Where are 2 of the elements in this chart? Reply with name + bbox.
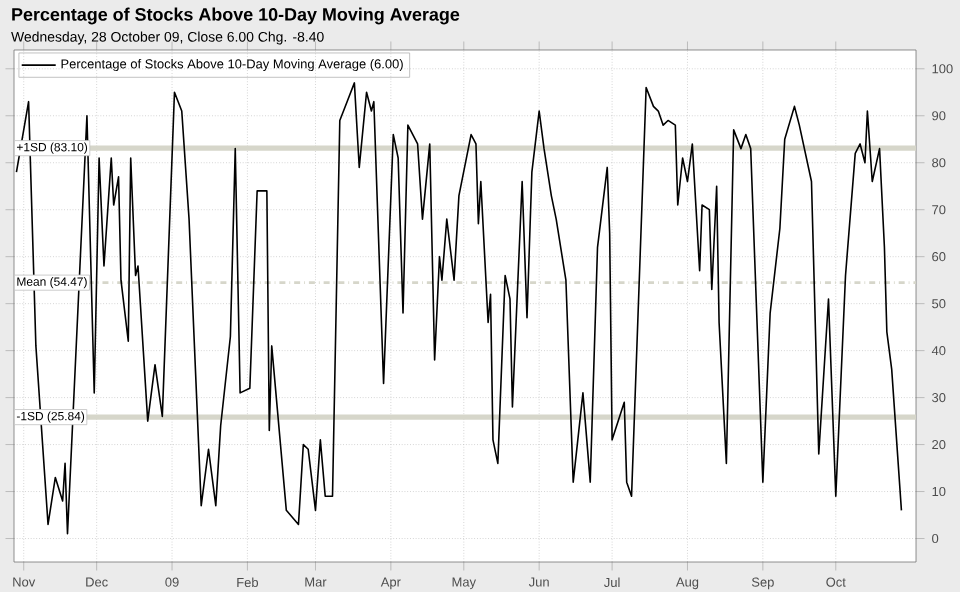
chart-title: Percentage of Stocks Above 10-Day Moving Average — [12, 7, 460, 25]
line-series — [15, 82, 903, 535]
